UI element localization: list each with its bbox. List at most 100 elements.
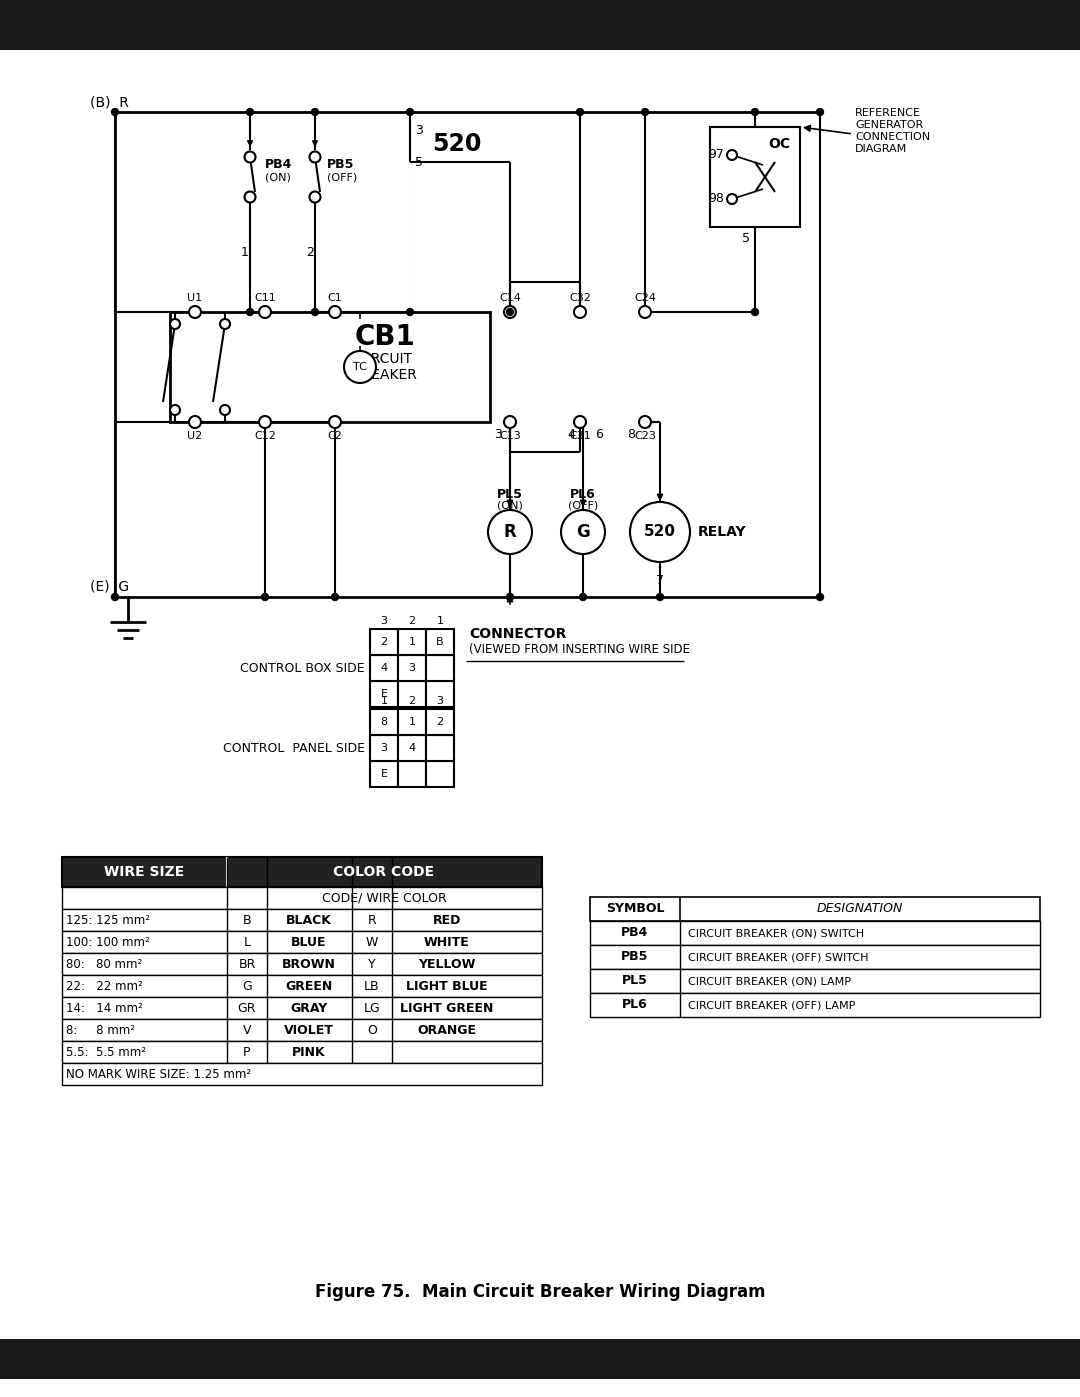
Text: WIRE SIZE: WIRE SIZE [104,865,184,879]
Text: GENERATOR: GENERATOR [855,120,923,130]
Bar [426,680,454,707]
Text: 1: 1 [408,637,416,647]
Circle shape [170,319,180,330]
Circle shape [406,109,414,116]
Circle shape [561,510,605,555]
Bar [62,909,542,930]
Circle shape [310,191,321,203]
Text: PL6: PL6 [622,999,648,1011]
Text: B: B [436,637,444,647]
Text: C13: C13 [499,432,521,441]
Text: 1: 1 [380,696,388,705]
Text: CIRCUIT BREAKER (ON) LAMP: CIRCUIT BREAKER (ON) LAMP [688,977,851,986]
Text: YELLOW: YELLOW [418,957,475,971]
Text: 4: 4 [567,427,575,440]
Circle shape [244,191,256,203]
Circle shape [189,416,201,427]
Bar [399,761,426,787]
Text: OC: OC [768,137,789,151]
Text: 2: 2 [436,717,444,726]
Text: C32: C32 [569,293,591,303]
Text: B: B [243,914,252,926]
Text: 8: 8 [380,717,388,726]
Text: CONTROL  PANEL SIDE: CONTROL PANEL SIDE [222,742,365,754]
Bar [62,1063,542,1085]
Text: C31: C31 [569,432,591,441]
Bar [399,735,426,761]
Circle shape [642,109,648,116]
Circle shape [345,351,376,383]
Bar [426,735,454,761]
Circle shape [111,109,119,116]
Bar [62,953,542,975]
Circle shape [727,194,737,204]
Text: G: G [576,522,590,541]
Text: CONTROL BOX SIDE: CONTROL BOX SIDE [241,662,365,675]
Circle shape [488,510,532,555]
Text: VIOLET: VIOLET [284,1024,334,1037]
Text: 97: 97 [708,148,724,162]
Text: PL5: PL5 [497,488,523,500]
Circle shape [639,306,651,319]
Bar [0,0,1080,50]
Circle shape [580,594,586,601]
Bar [62,887,542,909]
Circle shape [261,594,269,601]
Text: CIRCUIT BREAKER (ON) SWITCH: CIRCUIT BREAKER (ON) SWITCH [688,928,864,937]
Text: (ON): (ON) [265,172,291,182]
Circle shape [504,306,516,319]
Circle shape [259,306,271,319]
Text: DCA-600SSV  — GENERATOR WIRING DIAGRAM (MAIN BREAKER): DCA-600SSV — GENERATOR WIRING DIAGRAM (M… [67,13,1013,38]
Circle shape [246,309,254,316]
Text: U2: U2 [187,432,203,441]
Text: P: P [243,1045,251,1059]
Text: GR: GR [238,1002,256,1014]
Text: TC: TC [353,362,367,372]
Circle shape [504,416,516,427]
Text: R: R [367,914,376,926]
Text: RED: RED [433,914,461,926]
Text: REFERENCE: REFERENCE [855,108,921,117]
Text: (VIEWED FROM INSERTING WIRE SIDE: (VIEWED FROM INSERTING WIRE SIDE [469,643,690,655]
Bar [62,1018,542,1041]
Text: U1: U1 [188,293,203,303]
Circle shape [311,309,319,316]
Circle shape [311,109,319,116]
Text: (OFF): (OFF) [327,172,357,182]
Text: 3: 3 [408,664,416,673]
Circle shape [329,306,341,319]
Bar [399,710,426,735]
Circle shape [577,109,583,116]
Bar [62,856,542,887]
Text: 100: 100 mm²: 100: 100 mm² [66,936,150,949]
Bar [590,993,1040,1017]
Text: LIGHT BLUE: LIGHT BLUE [406,979,488,992]
Text: 8: 8 [627,427,635,440]
Text: LG: LG [364,1002,380,1014]
Bar [62,975,542,997]
Bar [0,1338,1080,1379]
Text: Y: Y [368,957,376,971]
Text: C12: C12 [254,432,275,441]
Text: BLACK: BLACK [286,914,332,926]
Text: DIAGRAM: DIAGRAM [855,144,907,154]
Circle shape [507,309,513,316]
Circle shape [220,405,230,415]
Bar [370,735,399,761]
Text: (B)  R: (B) R [90,95,129,109]
Text: C23: C23 [634,432,656,441]
Text: BROWN: BROWN [282,957,336,971]
Text: RELAY: RELAY [698,525,746,539]
Text: PAGE 54 — DCA-600SSV — OPERATION AND PARTS MANUAL — REV. #0 (07/13/09): PAGE 54 — DCA-600SSV — OPERATION AND PAR… [222,1352,858,1366]
Bar [426,655,454,680]
Text: 2: 2 [408,616,416,626]
Circle shape [816,109,824,116]
Text: (ON): (ON) [497,502,523,511]
Text: CONNECTION: CONNECTION [855,131,930,142]
Text: 98: 98 [708,193,724,205]
Text: 125: 125 mm²: 125: 125 mm² [66,914,150,926]
Text: WHITE: WHITE [424,936,470,949]
Bar [370,629,399,655]
Circle shape [507,594,513,601]
Circle shape [657,594,663,601]
